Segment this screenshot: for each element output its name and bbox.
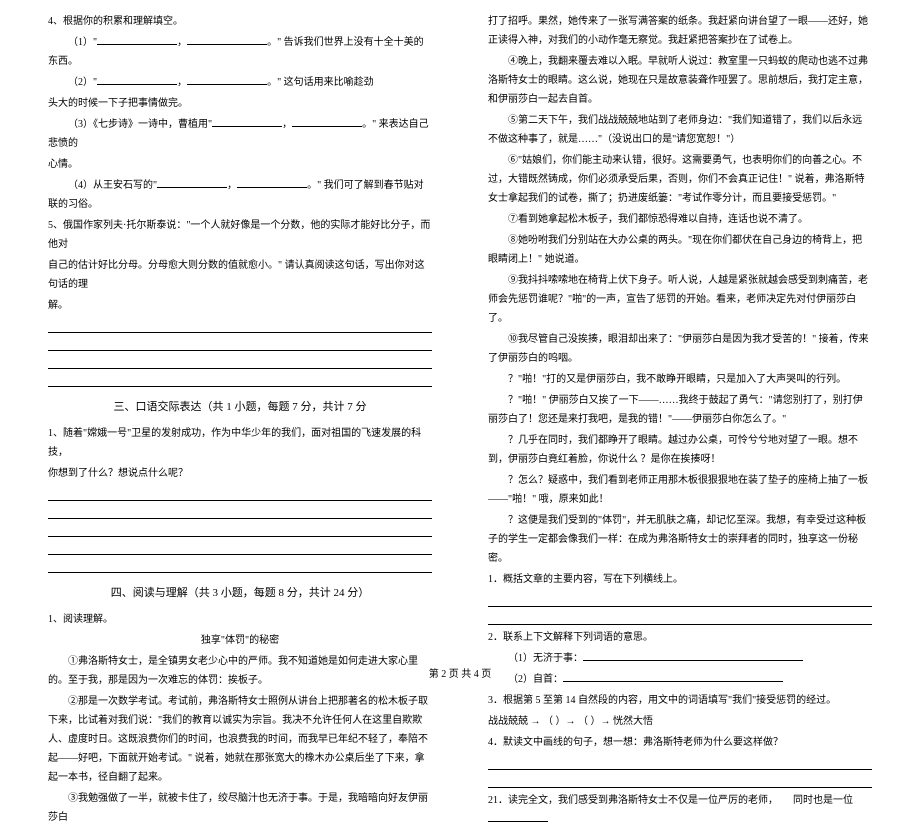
blank bbox=[237, 177, 307, 188]
q5-l3: 解。 bbox=[48, 296, 432, 315]
answer-line bbox=[48, 540, 432, 555]
column-left: 4、根据你的积累和理解填空。 （1）"，。" 告诉我们世界上没有十全十美的东西。… bbox=[0, 10, 460, 660]
section-4-title: 四、阅读与理解（共 3 小题，每题 8 分，共计 24 分） bbox=[48, 583, 432, 604]
para-7: ⑦看到她拿起松木板子，我们都惊恐得难以自持，连话也说不清了。 bbox=[488, 210, 872, 229]
rq2: 2．联系上下文解释下列词语的意思。 bbox=[488, 628, 872, 647]
rq3-line: 战战兢兢 → （ ）→ （ ）→ 恍然大悟 bbox=[488, 712, 872, 731]
sec3-q: 1、随着"嫦娥一号"卫星的发射成功，作为中华少年的我们，面对祖国的飞速发展的科技… bbox=[48, 424, 432, 462]
rq1: 1．概括文章的主要内容，写在下列横线上。 bbox=[488, 570, 872, 589]
q4-2b: 头大的时候一下子把事情做完。 bbox=[48, 94, 432, 113]
para-11: ？"啪！"打的又是伊丽莎白，我不敢睁开眼睛，只是加入了大声哭叫的行列。 bbox=[488, 370, 872, 389]
blank bbox=[212, 116, 282, 127]
rq4: 4．默读文中画线的句子，想一想：弗洛斯特老师为什么要这样做？ bbox=[488, 733, 872, 752]
answer-line bbox=[48, 354, 432, 369]
answer-line bbox=[48, 336, 432, 351]
blank bbox=[97, 74, 177, 85]
answer-line bbox=[488, 755, 872, 770]
para-12: ？"啪！" 伊丽莎白又挨了一下——……我终于鼓起了勇气："请您别打了，别打伊丽莎… bbox=[488, 391, 872, 429]
para-15: ？这便是我们受到的"体罚"，并无肌肤之痛，却记忆至深。我想，有幸受过这种板子的学… bbox=[488, 511, 872, 568]
page-footer: 第 2 页 共 4 页 bbox=[0, 665, 920, 680]
answer-line bbox=[488, 773, 872, 788]
sec3-q2: 你想到了什么？想说点什么呢？ bbox=[48, 464, 432, 483]
answer-line bbox=[48, 486, 432, 501]
para-6: ⑥"姑娘们，你们能主动来认错，很好。这需要勇气，也表明你们的向善之心。不过，大错… bbox=[488, 151, 872, 208]
rq3: 3．根据第 5 至第 14 自然段的内容，用文中的词语填写"我们"接受惩罚的经过… bbox=[488, 691, 872, 710]
section-3-title: 三、口语交际表达（共 1 小题，每题 7 分，共计 7 分 bbox=[48, 397, 432, 418]
q5-l2: 自己的估计好比分母。分母愈大则分数的值就愈小。" 请认真阅读这句话，写出你对这句… bbox=[48, 256, 432, 294]
para-13: ？几乎在同时，我们都睁开了眼睛。越过办公桌，可怜兮兮地对望了一眼。想不到，伊丽莎… bbox=[488, 431, 872, 469]
answer-line bbox=[48, 372, 432, 387]
q4-3: （3）《七步诗》一诗中，曹植用"，。" 来表达自己悲愤的 bbox=[48, 115, 432, 153]
para-10: ⑩我尽管自己没挨揍，眼泪却出来了："伊丽莎白是因为我才受苦的！" 接着，传来了伊… bbox=[488, 330, 872, 368]
blank bbox=[187, 74, 267, 85]
rq21: 21．读完全文，我们感受到弗洛斯特女士不仅是一位严厉的老师， 同时也是一位 bbox=[488, 791, 872, 829]
answer-line bbox=[48, 504, 432, 519]
blank bbox=[97, 34, 177, 45]
sec4-q1: 1、阅读理解。 bbox=[48, 610, 432, 629]
blank bbox=[488, 811, 548, 822]
para-5: ⑤第二天下午，我们战战兢兢地站到了老师身边："我们知道错了，我们以后永远不做这种… bbox=[488, 111, 872, 149]
para-3: ③我勉强做了一半，就被卡住了，绞尽脑汁也无济于事。于是，我暗暗向好友伊丽莎白 bbox=[48, 789, 432, 827]
para-2: ②那是一次数学考试。考试前，弗洛斯特女士照例从讲台上把那著名的松木板子取下来，比… bbox=[48, 692, 432, 787]
q5-l1: 5、俄国作家列夫·托尔斯泰说："一个人就好像是一个分数，他的实际才能好比分子，而… bbox=[48, 216, 432, 254]
q4-1: （1）"，。" 告诉我们世界上没有十全十美的东西。 bbox=[48, 33, 432, 71]
answer-line bbox=[488, 610, 872, 625]
q4-3b: 心情。 bbox=[48, 155, 432, 174]
story-title: 独享"体罚"的秘密 bbox=[48, 631, 432, 650]
para-9: ⑨我抖抖嗦嗦地在椅背上伏下身子。听人说，人越是紧张就越会感受到刺痛苦，老师会先惩… bbox=[488, 271, 872, 328]
q4-2: （2）"，。" 这句话用来比喻趁劲 bbox=[48, 73, 432, 92]
answer-line bbox=[48, 522, 432, 537]
answer-line bbox=[48, 558, 432, 573]
q4-4: （4）从王安石写的"，。" 我们可了解到春节贴对联的习俗。 bbox=[48, 176, 432, 214]
q4-title: 4、根据你的积累和理解填空。 bbox=[48, 12, 432, 31]
para-3b: 打了招呼。果然，她传来了一张写满答案的纸条。我赶紧向讲台望了一眼——还好，她正读… bbox=[488, 12, 872, 50]
para-8: ⑧她吩咐我们分别站在大办公桌的两头。"现在你们都伏在自己身边的椅背上，把眼睛闭上… bbox=[488, 231, 872, 269]
column-right: 打了招呼。果然，她传来了一张写满答案的纸条。我赶紧向讲台望了一眼——还好，她正读… bbox=[460, 10, 920, 660]
page: 4、根据你的积累和理解填空。 （1）"，。" 告诉我们世界上没有十全十美的东西。… bbox=[0, 0, 920, 660]
blank bbox=[292, 116, 362, 127]
blank bbox=[157, 177, 227, 188]
para-4: ④晚上，我翻来覆去难以入眠。早就听人说过：教室里一只蚂蚁的爬动也逃不过弗洛斯特女… bbox=[488, 52, 872, 109]
blank bbox=[583, 650, 803, 661]
answer-line bbox=[488, 592, 872, 607]
para-14: ？怎么？疑惑中，我们看到老师正用那木板很狠狠地在装了垫子的座椅上抽了一板——"啪… bbox=[488, 471, 872, 509]
answer-line bbox=[48, 318, 432, 333]
blank bbox=[187, 34, 267, 45]
